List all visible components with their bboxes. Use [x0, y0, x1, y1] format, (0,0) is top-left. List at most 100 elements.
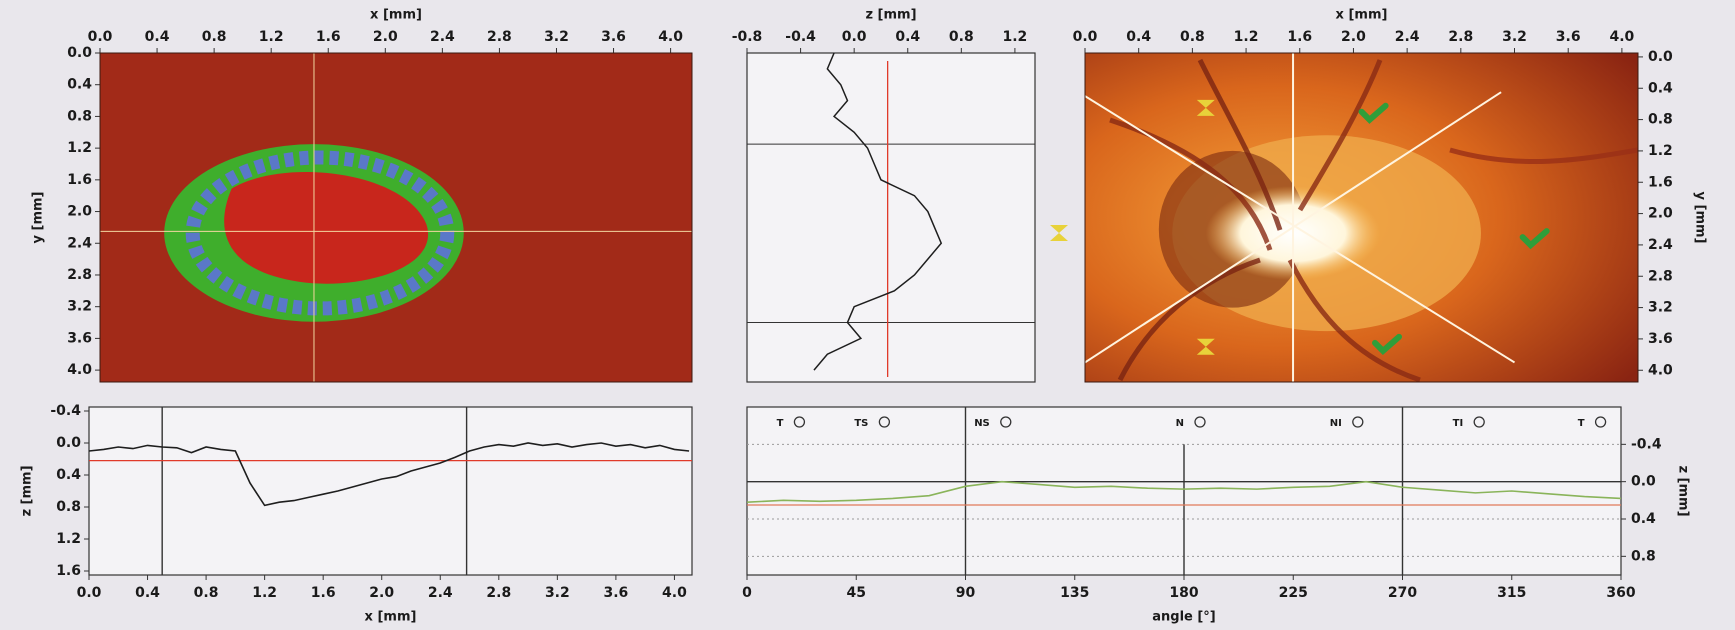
plot-area — [88, 406, 693, 576]
sector-label: TS — [854, 418, 868, 429]
x-tick-label: 0.8 — [949, 29, 974, 45]
y-tick-label: 0.4 — [56, 467, 81, 483]
x-tick-label: 1.2 — [252, 585, 277, 601]
x-tick-label: 0.8 — [194, 585, 219, 601]
y-tick-label: 2.0 — [1648, 206, 1673, 222]
sector-label: T — [1578, 418, 1585, 429]
x-tick-label: 3.2 — [1502, 29, 1527, 45]
y-tick-label: 1.2 — [1648, 143, 1673, 159]
x-tick-label: 0.4 — [895, 29, 920, 45]
y-tick-label: 2.4 — [1648, 237, 1673, 253]
y-tick-label: -0.4 — [1631, 436, 1662, 452]
x-tick-label: 3.6 — [601, 29, 626, 45]
sector-line — [1085, 95, 1516, 364]
vessel — [1197, 58, 1283, 231]
y-tick-label: 3.6 — [1648, 331, 1673, 347]
cup-area — [224, 172, 429, 284]
y-tick-label: 2.8 — [67, 267, 92, 283]
y-tick-label: 0.8 — [1631, 548, 1656, 564]
x-tick-label: 3.2 — [544, 29, 569, 45]
x-tick-label: 2.8 — [487, 29, 512, 45]
x-axis-label: x [mm] — [1336, 8, 1388, 23]
sector-icon — [793, 416, 806, 428]
x-tick-label: 3.6 — [603, 585, 628, 601]
x-tick-label: 1.6 — [1287, 29, 1312, 45]
x-tick-label: 0 — [742, 585, 752, 601]
y-tick-label: 2.8 — [1648, 268, 1673, 284]
x-tick-label: 2.0 — [369, 585, 394, 601]
sector-label: N — [1176, 418, 1184, 429]
panel: 0.0 0.4 0.8 1.2 1.6 2.0 2.4 2.8 3.2 3.6 4.0 x [mm] -… — [20, 403, 693, 625]
x-tick-label: 3.2 — [545, 585, 570, 601]
status-icon — [1196, 99, 1215, 116]
check-icon — [1372, 333, 1402, 355]
x-tick-label: 90 — [956, 585, 976, 601]
x-tick-label: 1.6 — [311, 585, 336, 601]
x-tick-label: 0.8 — [202, 29, 227, 45]
x-tick-label: 2.4 — [430, 29, 455, 45]
y-tick-label: 1.2 — [56, 531, 81, 547]
x-tick-label: 4.0 — [658, 29, 683, 45]
x-axis-label: x [mm] — [365, 610, 417, 625]
y-axis-label: z [mm] — [20, 465, 35, 516]
x-tick-label: 1.2 — [1234, 29, 1259, 45]
x-tick-label: 135 — [1060, 585, 1089, 601]
y-tick-label: 4.0 — [67, 362, 92, 378]
data-line — [746, 480, 1622, 503]
y-tick-label: 0.0 — [1631, 474, 1656, 490]
panel: 0.0 0.4 0.8 1.2 1.6 2.0 2.4 2.8 3.2 3.6 4.0 x [mm] 0… — [1050, 8, 1708, 383]
vessel — [1449, 147, 1638, 165]
y-tick-label: 0.4 — [67, 77, 92, 93]
check-icon — [1358, 102, 1389, 124]
x-tick-label: 0.0 — [842, 29, 867, 45]
x-tick-label: 4.0 — [1609, 29, 1634, 45]
x-tick-label: 4.0 — [662, 585, 687, 601]
x-tick-label: 1.2 — [1003, 29, 1028, 45]
y-axis-label: z [mm] — [1676, 465, 1691, 516]
y-tick-label: 3.2 — [67, 299, 92, 315]
x-axis-label: z [mm] — [865, 8, 916, 23]
x-tick-label: 2.4 — [1395, 29, 1420, 45]
y-tick-label: 2.0 — [67, 204, 92, 220]
y-tick-label: 0.8 — [67, 108, 92, 124]
x-tick-label: 0.4 — [1126, 29, 1151, 45]
x-tick-label: 180 — [1169, 585, 1198, 601]
sector-icon — [1352, 416, 1364, 428]
x-tick-label: 360 — [1606, 585, 1635, 601]
y-tick-label: 0.0 — [1648, 49, 1673, 65]
sector-line — [1085, 91, 1502, 364]
panel: 0.0 0.4 0.8 1.2 1.6 2.0 2.4 2.8 3.2 3.6 4.0 x [mm] 0… — [31, 8, 693, 383]
y-tick-label: 1.6 — [67, 172, 92, 188]
sector-icon — [1194, 416, 1206, 428]
vessel — [1117, 257, 1261, 382]
sector-label: T — [777, 418, 784, 429]
y-tick-label: 1.6 — [1648, 174, 1673, 190]
x-tick-label: -0.4 — [785, 29, 816, 45]
x-tick-label: 2.0 — [1341, 29, 1366, 45]
x-tick-label: -0.8 — [732, 29, 763, 45]
x-tick-label: 1.6 — [316, 29, 341, 45]
y-tick-label: 0.4 — [1648, 80, 1673, 96]
x-axis-label: angle [°] — [1152, 610, 1216, 625]
y-tick-label: 4.0 — [1648, 362, 1673, 378]
profile-line — [813, 52, 943, 371]
y-tick-label: 1.6 — [56, 563, 81, 579]
x-tick-label: 0.0 — [88, 29, 113, 45]
y-axis-label: y [mm] — [31, 192, 46, 244]
sector-label: TI — [1453, 418, 1464, 429]
sector-icon — [1594, 416, 1607, 428]
x-axis-label: x [mm] — [370, 8, 422, 23]
sector-label: NI — [1330, 418, 1342, 429]
y-tick-label: 3.2 — [1648, 300, 1673, 316]
y-tick-label: 2.4 — [67, 235, 92, 251]
y-tick-label: 0.0 — [56, 435, 81, 451]
check-icon — [1519, 228, 1550, 250]
x-tick-label: 2.0 — [373, 29, 398, 45]
vessel — [1297, 59, 1383, 212]
x-tick-label: 45 — [847, 585, 866, 601]
x-tick-label: 0.4 — [145, 29, 170, 45]
sector-icon — [1473, 416, 1485, 428]
frame — [1084, 52, 1639, 383]
